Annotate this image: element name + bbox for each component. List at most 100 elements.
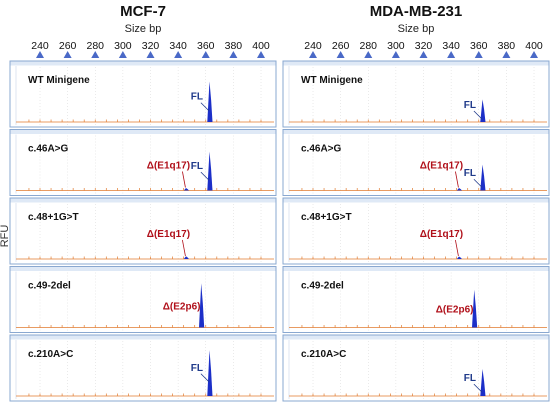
size-marker-arrow: [63, 51, 72, 58]
x-tick-label: 380: [498, 40, 516, 52]
peak-label: FL: [464, 373, 476, 384]
x-tick-label: 400: [525, 40, 543, 52]
x-tick-label: 280: [86, 40, 104, 52]
size-marker-arrow: [174, 51, 183, 58]
peak-label: Δ(E2p6): [163, 301, 201, 312]
peak-label: Δ(E1q17): [147, 161, 190, 172]
peak-pointer: [455, 239, 459, 257]
panel-header-strip: [10, 61, 276, 66]
peak: [480, 164, 486, 191]
peak: [207, 151, 213, 191]
size-marker-arrow: [336, 51, 345, 58]
peak: [456, 256, 463, 259]
size-marker-arrow: [447, 51, 456, 58]
size-marker-arrow: [474, 51, 483, 58]
panel-header-strip: [10, 198, 276, 203]
peak-pointer: [182, 239, 186, 257]
size-marker-arrow: [146, 51, 155, 58]
sample-label: c.210A>C: [301, 349, 346, 360]
trace-panel: [282, 197, 550, 265]
trace-panel: [9, 129, 277, 196]
peak-pointer: [473, 383, 483, 393]
peak-pointer: [473, 178, 483, 188]
peak-pointer: [455, 171, 459, 188]
x-tick-label: 280: [359, 40, 377, 52]
x-tick-label: 240: [304, 40, 322, 52]
sample-label: c.46A>G: [28, 144, 69, 155]
peak: [207, 350, 213, 396]
peak-label: Δ(E1q17): [147, 229, 190, 240]
sample-label: c.49-2del: [301, 281, 344, 292]
size-marker-arrow: [364, 51, 373, 58]
size-marker-arrow: [118, 51, 127, 58]
x-tick-label: 300: [114, 40, 132, 52]
trace-panel: [9, 60, 277, 128]
panel-header-strip: [283, 198, 549, 203]
x-tick-label: 340: [442, 40, 460, 52]
peak: [183, 188, 190, 191]
x-tick-label: 360: [197, 40, 215, 52]
peak-pointer: [200, 171, 210, 181]
sample-label: WT Minigene: [301, 75, 363, 86]
sample-label: WT Minigene: [28, 75, 90, 86]
y-axis-label: RFU: [0, 225, 11, 248]
peak: [199, 283, 205, 328]
panel-header-strip: [283, 61, 549, 66]
peak-label: Δ(E2p6): [436, 305, 474, 316]
sample-label: c.46A>G: [301, 144, 342, 155]
cell-line-title: MDA-MB-231: [370, 3, 463, 20]
panel-header-strip: [283, 267, 549, 271]
panel-header-strip: [10, 267, 276, 271]
peak-pointer: [182, 171, 186, 188]
x-tick-label: 320: [415, 40, 433, 52]
size-marker-arrow: [309, 51, 317, 58]
x-tick-label: 240: [31, 40, 49, 52]
x-tick-label: 380: [225, 40, 243, 52]
peak: [183, 256, 190, 259]
sample-label: c.210A>C: [28, 349, 73, 360]
peak-label: FL: [464, 168, 476, 179]
peak-label: Δ(E1q17): [420, 161, 463, 172]
trace-panel: [282, 129, 550, 196]
x-tick-label: 360: [470, 40, 488, 52]
sample-label: c.48+1G>T: [28, 212, 79, 223]
x-tick-label: 320: [142, 40, 160, 52]
peak: [456, 188, 463, 191]
size-marker-arrow: [502, 51, 511, 58]
x-tick-label: 260: [59, 40, 77, 52]
x-tick-label: 260: [332, 40, 350, 52]
peak-pointer: [200, 373, 210, 383]
peak-label: FL: [191, 161, 203, 172]
panel-header-strip: [10, 335, 276, 340]
size-marker-arrow: [419, 51, 428, 58]
peak: [480, 99, 486, 122]
trace-panel: [9, 266, 277, 333]
peak: [207, 81, 213, 122]
panel-header-strip: [10, 130, 276, 134]
cell-line-title: MCF-7: [120, 3, 166, 20]
x-axis-label: Size bp: [125, 23, 162, 35]
trace-panel: [282, 60, 550, 128]
trace-panel: [282, 266, 550, 333]
peak-label: FL: [191, 92, 203, 103]
peak-pointer: [473, 110, 483, 120]
panel-header-strip: [283, 335, 549, 340]
size-marker-arrow: [91, 51, 100, 58]
x-tick-label: 400: [252, 40, 270, 52]
peak-pointer: [200, 102, 210, 112]
sample-label: c.49-2del: [28, 281, 71, 292]
size-marker-arrow: [257, 51, 265, 58]
peak: [472, 289, 478, 328]
peak-label: FL: [191, 363, 203, 374]
x-tick-label: 340: [169, 40, 187, 52]
size-marker-arrow: [36, 51, 44, 58]
peak-label: Δ(E1q17): [420, 229, 463, 240]
panel-header-strip: [283, 130, 549, 134]
peak-label: FL: [464, 100, 476, 111]
peak: [480, 369, 486, 396]
size-marker-arrow: [530, 51, 538, 58]
sample-label: c.48+1G>T: [301, 212, 352, 223]
trace-panel: [9, 197, 277, 265]
size-marker-arrow: [391, 51, 400, 58]
